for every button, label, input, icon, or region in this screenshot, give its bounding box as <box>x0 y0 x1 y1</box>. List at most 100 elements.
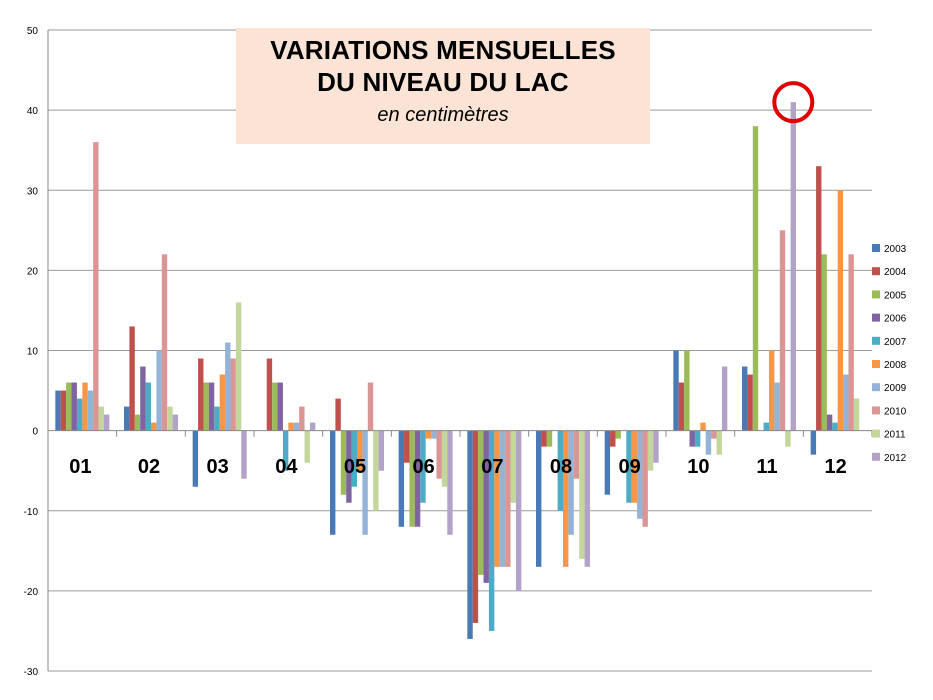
legend-label-2007: 2007 <box>884 337 907 348</box>
bar-09-2009 <box>637 430 643 519</box>
bar-04-2010 <box>299 406 305 431</box>
legend-swatch-2004 <box>872 267 880 276</box>
y-tick-label: 20 <box>27 266 39 277</box>
bar-06-2007 <box>420 430 426 503</box>
legend-label-2006: 2006 <box>884 314 907 325</box>
bar-12-2004 <box>816 166 822 431</box>
bar-05-2004 <box>335 398 341 431</box>
bar-11-2011 <box>785 430 791 447</box>
legend-label-2008: 2008 <box>884 360 907 371</box>
bar-01-2006 <box>71 382 77 431</box>
bar-01-2010 <box>93 142 99 431</box>
legend-label-2010: 2010 <box>884 406 907 417</box>
bar-07-2010 <box>505 430 511 567</box>
bar-06-2009 <box>431 430 437 439</box>
bar-05-2006 <box>346 430 352 503</box>
bar-05-2003 <box>330 430 336 535</box>
bar-04-2005 <box>272 382 278 431</box>
bar-11-2003 <box>742 366 748 431</box>
legend-label-2009: 2009 <box>884 383 907 394</box>
bar-06-2004 <box>404 430 410 463</box>
bar-08-2005 <box>546 430 553 447</box>
category-label: 10 <box>687 456 709 478</box>
legend-label-2012: 2012 <box>884 453 907 464</box>
bar-01-2005 <box>66 382 72 431</box>
y-tick-label: -10 <box>24 507 39 518</box>
bar-03-2011 <box>235 302 242 431</box>
bar-10-2011 <box>716 430 722 455</box>
legend-label-2003: 2003 <box>884 244 907 255</box>
bar-08-2007 <box>557 430 563 511</box>
legend-swatch-2008 <box>872 360 880 368</box>
bar-12-2007 <box>832 422 838 431</box>
highlight-circle <box>772 81 815 124</box>
bar-09-2012 <box>653 430 659 463</box>
bar-07-2004 <box>472 430 479 623</box>
bar-04-2007 <box>282 430 289 471</box>
bar-02-2004 <box>129 326 135 431</box>
y-tick-label: 50 <box>27 26 39 37</box>
bar-10-2009 <box>705 430 712 455</box>
legend: 2003 2004 2005 2006 2007 2008 2009 2010 2011 2012 <box>872 244 907 464</box>
bar-09-2005 <box>615 430 621 439</box>
bar-10-2010 <box>711 430 717 439</box>
bar-08-2011 <box>579 430 585 559</box>
bar-05-2009 <box>362 430 368 535</box>
bar-02-2008 <box>151 422 157 431</box>
category-label: 01 <box>69 456 91 478</box>
bar-08-2004 <box>541 430 547 447</box>
bar-03-2003 <box>192 430 199 487</box>
bar-12-2011 <box>853 398 860 431</box>
chart-title-line-2: DU NIVEAU DU LAC <box>317 67 569 97</box>
y-tick-label: 10 <box>27 347 39 358</box>
category-label: 08 <box>550 456 572 478</box>
bar-02-2011 <box>167 406 173 431</box>
bar-12-2008 <box>837 190 844 431</box>
bar-10-2007 <box>694 430 701 447</box>
legend-swatch-2006 <box>872 313 880 322</box>
bars <box>55 102 860 639</box>
bar-12-2009 <box>843 374 849 431</box>
y-tick-labels: 50 40 30 20 10 0 -10 -20 -30 <box>24 26 39 678</box>
bar-04-2008 <box>288 422 294 431</box>
bar-07-2008 <box>494 430 500 567</box>
annotations <box>772 81 815 124</box>
category-label: 07 <box>481 456 503 478</box>
bar-10-2012 <box>721 366 728 431</box>
bar-07-2007 <box>488 430 495 631</box>
legend-swatch-2012 <box>872 452 880 461</box>
bar-02-2007 <box>145 382 151 431</box>
axes <box>47 30 873 671</box>
bar-03-2005 <box>203 382 209 431</box>
bar-02-2009 <box>156 350 162 431</box>
bar-11-2008 <box>769 350 775 431</box>
category-label: 06 <box>413 456 435 478</box>
bar-12-2003 <box>810 430 817 455</box>
bar-05-2011 <box>373 430 379 511</box>
bar-12-2010 <box>848 254 854 431</box>
bar-09-2007 <box>626 430 632 503</box>
category-labels: 01 02 03 04 05 06 07 08 09 10 11 12 <box>69 456 847 478</box>
bar-05-2005 <box>340 430 347 495</box>
bar-11-2004 <box>747 374 753 431</box>
legend-swatch-2009 <box>872 383 880 392</box>
legend-swatch-2003 <box>872 244 880 252</box>
bar-01-2004 <box>60 390 67 431</box>
bar-08-2010 <box>573 430 580 479</box>
category-label: 03 <box>207 456 229 478</box>
bar-07-2009 <box>499 430 506 567</box>
bar-02-2012 <box>172 414 178 431</box>
category-label: 11 <box>756 456 777 478</box>
bar-06-2003 <box>398 430 405 527</box>
bar-03-2007 <box>214 406 220 431</box>
bar-10-2008 <box>700 422 706 431</box>
bar-08-2008 <box>563 430 569 567</box>
bar-01-2008 <box>82 382 88 431</box>
y-tick-label: -20 <box>24 587 39 598</box>
bar-07-2006 <box>483 430 489 583</box>
bar-08-2009 <box>568 430 574 535</box>
category-label: 09 <box>619 456 641 478</box>
legend-swatch-2010 <box>872 406 880 415</box>
legend-swatch-2007 <box>872 336 880 345</box>
bar-01-2003 <box>55 390 61 431</box>
